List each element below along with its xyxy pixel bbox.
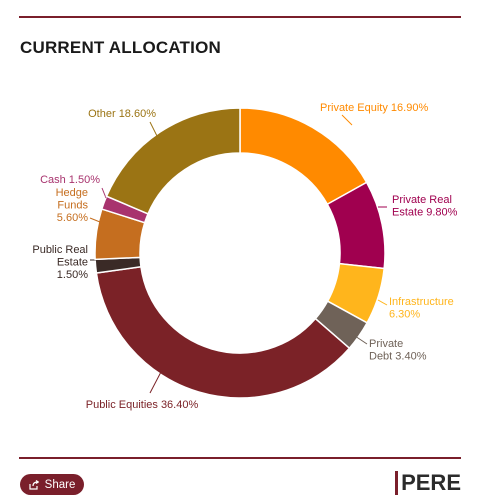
slice-public-equities[interactable] xyxy=(95,265,351,399)
pere-logo: PERE xyxy=(395,470,461,496)
leader-hedge-funds xyxy=(89,217,101,223)
label-private-real-estate: Private Real Estate 9.80% xyxy=(392,194,458,219)
label-public-equities: Public Equities 36.40% xyxy=(86,399,199,411)
logo-text: PERE xyxy=(401,470,461,495)
leader-public-equities xyxy=(149,369,163,394)
share-label: Share xyxy=(44,478,76,491)
chart-title: CURRENT ALLOCATION xyxy=(20,38,221,57)
label-other: Other 18.60% xyxy=(88,108,156,120)
label-private-equity: Private Equity 16.90% xyxy=(320,102,428,114)
leader-private-debt xyxy=(351,333,368,345)
leader-infrastructure xyxy=(377,299,388,306)
label-infrastructure: Infrastructure 6.30% xyxy=(389,296,454,321)
share-icon xyxy=(29,479,39,490)
leader-cash xyxy=(101,187,107,199)
top-divider xyxy=(19,16,461,18)
label-cash: Cash 1.50% xyxy=(40,174,100,186)
donut-chart: Private Equity 16.90% Private Real Estate … xyxy=(32,102,458,411)
label-hedge-funds: Hedge Funds 5.60% xyxy=(56,187,89,224)
label-public-real-estate: Public Real Estate 1.50% xyxy=(32,244,88,281)
label-private-debt: Private Debt 3.40% xyxy=(369,338,427,363)
leader-other xyxy=(149,121,159,139)
slice-other[interactable] xyxy=(105,107,241,215)
slice-private-equity[interactable] xyxy=(239,107,368,206)
logo-bar xyxy=(395,471,399,495)
share-button[interactable]: Share xyxy=(20,474,84,495)
leader-private-equity xyxy=(341,114,353,126)
bottom-divider xyxy=(19,457,461,459)
